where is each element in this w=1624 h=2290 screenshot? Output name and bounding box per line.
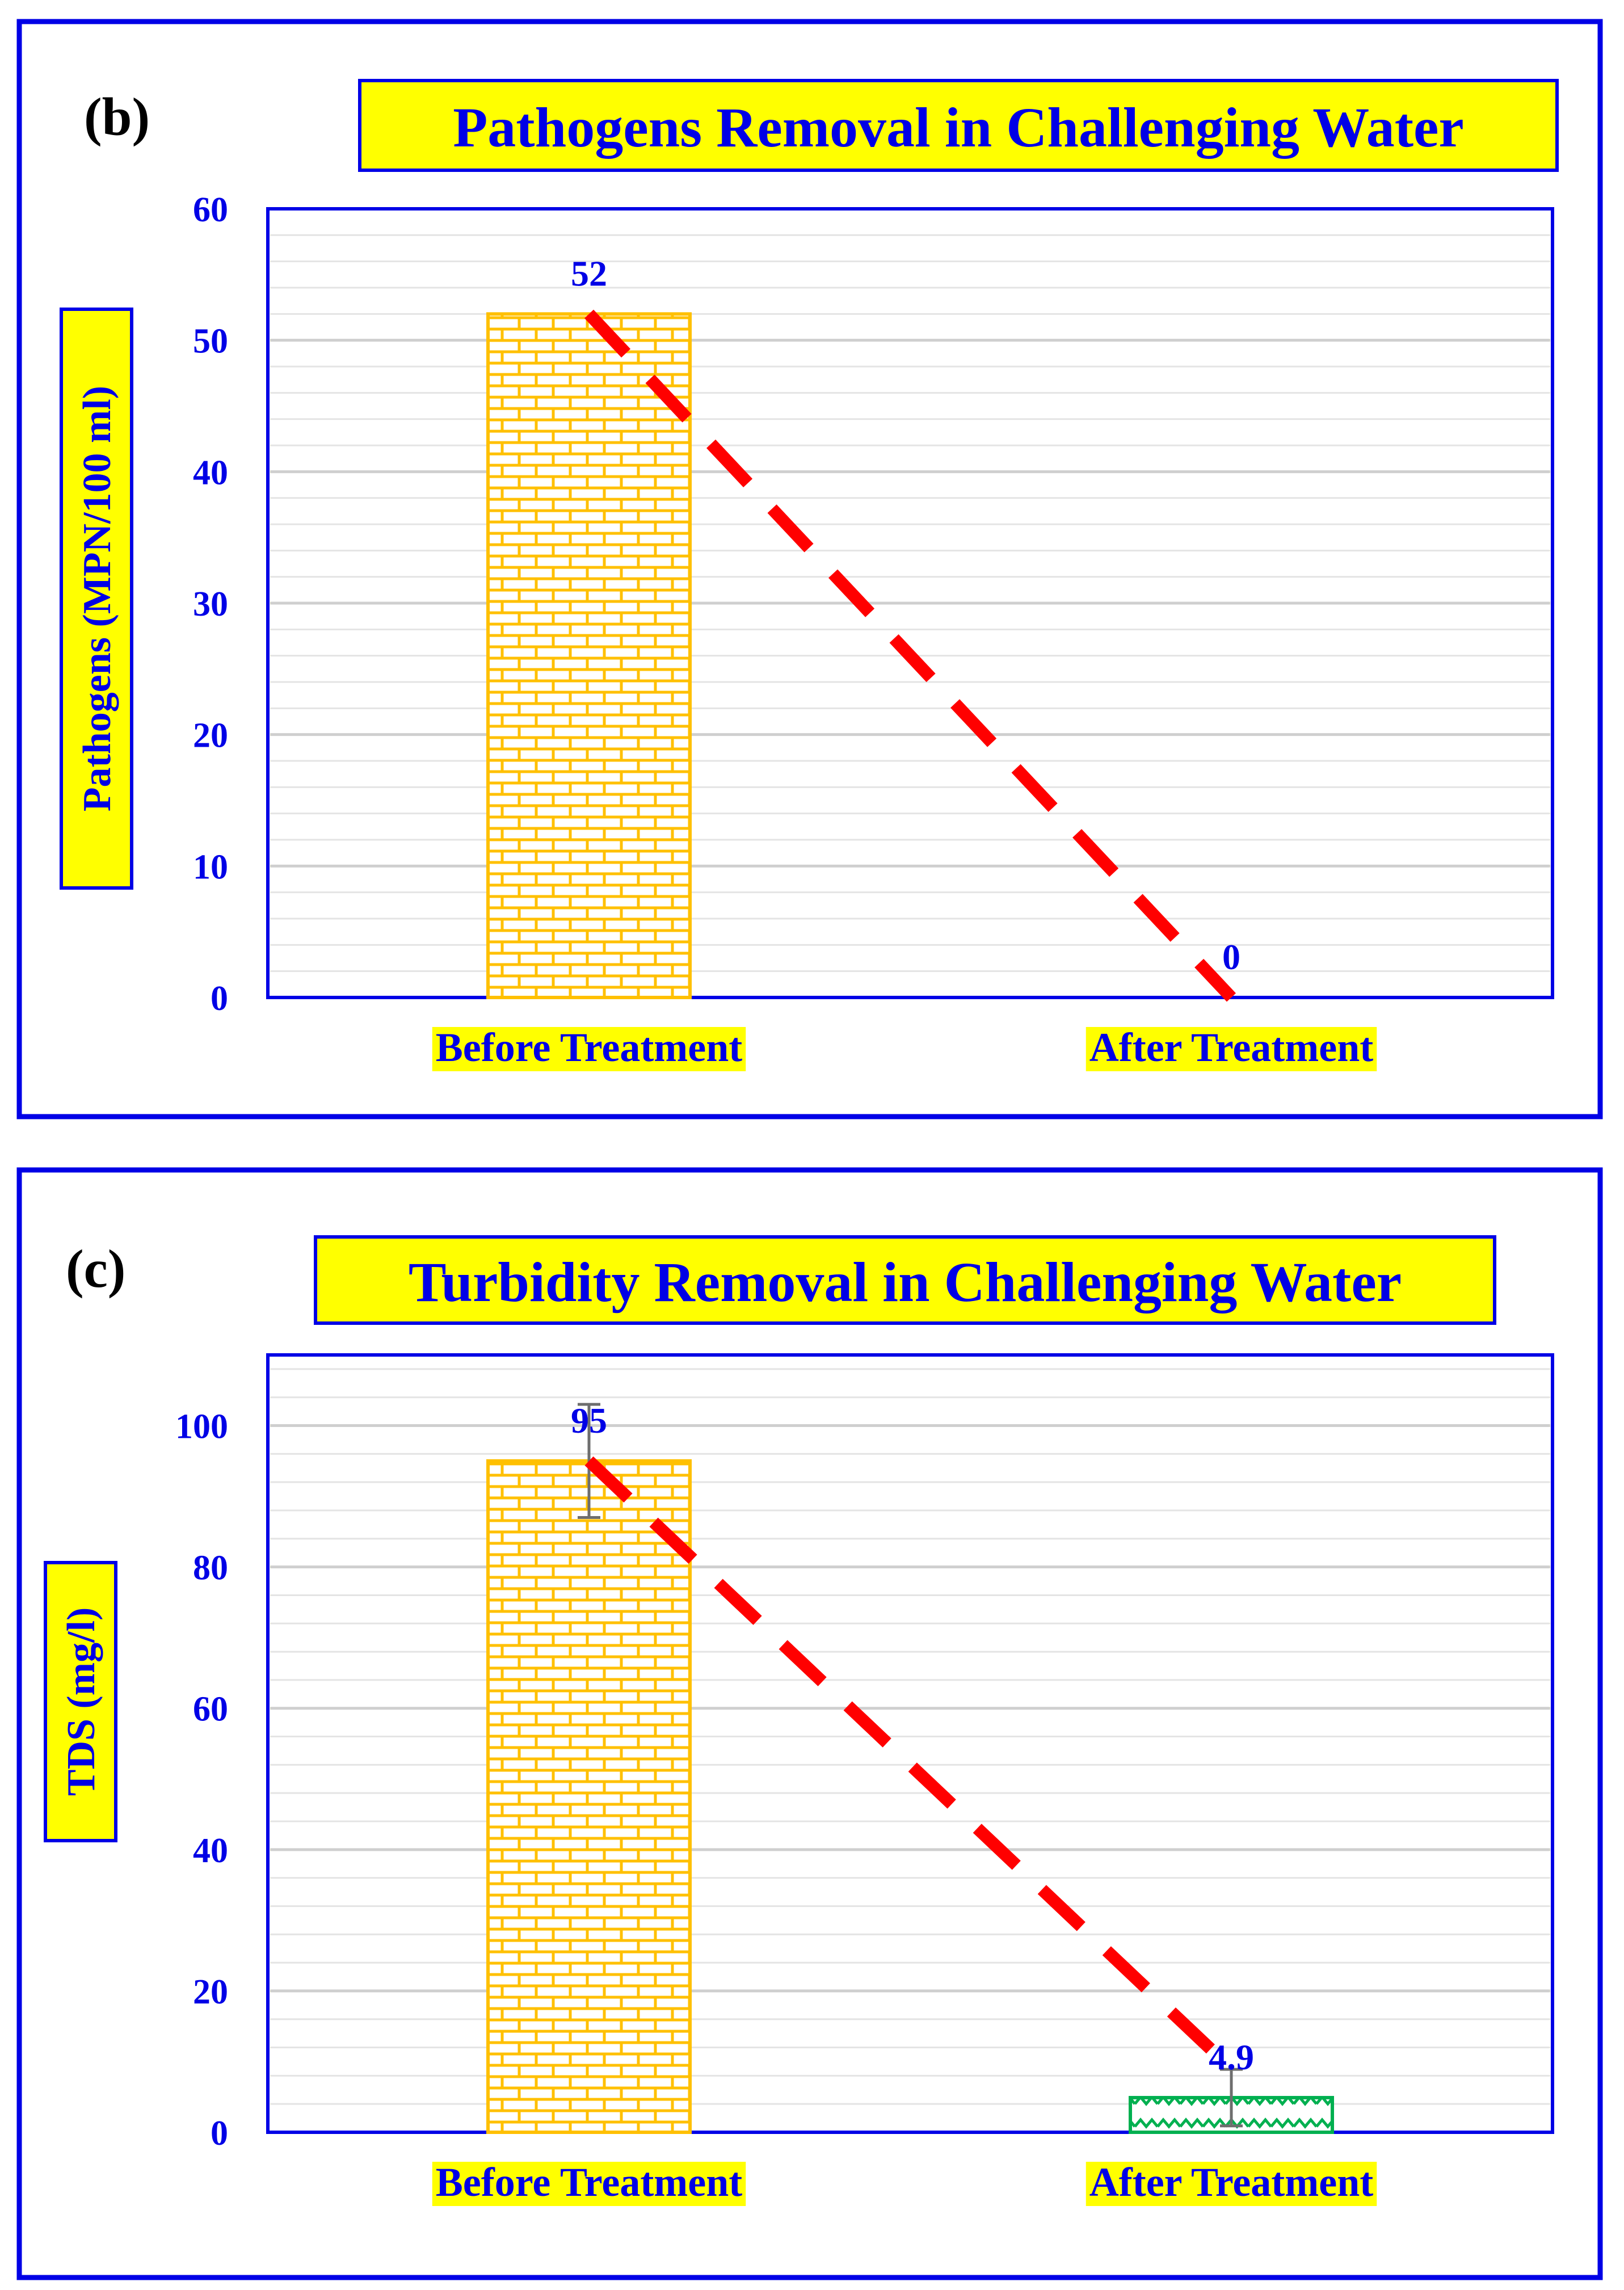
category-label: After Treatment xyxy=(1089,2159,1374,2205)
y-tick-label: 0 xyxy=(211,979,228,1018)
y-tick-label: 60 xyxy=(193,191,228,229)
chart-title: Turbidity Removal in Challenging Water xyxy=(409,1251,1402,1314)
y-axis-label-box xyxy=(44,1561,117,1842)
y-tick-label: 30 xyxy=(193,585,228,624)
panel-label: (c) xyxy=(66,1239,125,1299)
panel-label: (b) xyxy=(84,87,150,147)
data-label: 52 xyxy=(571,253,607,293)
category-label-box xyxy=(432,2162,746,2206)
chart-title: Pathogens Removal in Challenging Water xyxy=(453,96,1464,159)
data-label: 0 xyxy=(1222,937,1240,977)
y-tick-label: 60 xyxy=(193,1690,228,1729)
chart-title-box xyxy=(314,1235,1496,1325)
chart-panel-c: (c) Turbidity Removal in Challenging Wat… xyxy=(16,1167,1603,2280)
y-tick-label: 0 xyxy=(211,2114,228,2153)
y-axis-label: Pathogens (MPN/100 ml) xyxy=(75,386,119,811)
chart-title-box xyxy=(358,79,1559,172)
category-label-box xyxy=(1086,2162,1377,2206)
y-axis-label-box xyxy=(60,308,133,890)
category-label-box xyxy=(432,1027,746,1071)
y-tick-label: 40 xyxy=(193,453,228,492)
category-label-box xyxy=(1086,1027,1377,1071)
chart-panel-b: (b) Pathogens Removal in Challenging Wat… xyxy=(16,19,1603,1119)
data-label: 4.9 xyxy=(1209,2037,1254,2077)
y-tick-label: 80 xyxy=(193,1549,228,1588)
y-tick-label: 40 xyxy=(193,1832,228,1870)
y-axis-label: TDS (mg/l) xyxy=(60,1607,103,1796)
bar-before-treatment xyxy=(486,1459,692,2134)
trend-line xyxy=(584,1456,1236,2073)
bar-before-treatment xyxy=(486,312,692,999)
y-tick-label: 100 xyxy=(175,1408,228,1446)
y-tick-label: 20 xyxy=(193,717,228,755)
trend-line xyxy=(584,309,1236,1002)
y-tick-label: 50 xyxy=(193,322,228,361)
category-label: Before Treatment xyxy=(436,2159,743,2205)
y-tick-label: 20 xyxy=(193,1973,228,2011)
plot-area xyxy=(266,1353,1554,2134)
category-label: Before Treatment xyxy=(436,1025,743,1070)
data-label: 95 xyxy=(571,1400,607,1441)
y-tick-label: 10 xyxy=(193,848,228,886)
category-label: After Treatment xyxy=(1089,1025,1374,1070)
